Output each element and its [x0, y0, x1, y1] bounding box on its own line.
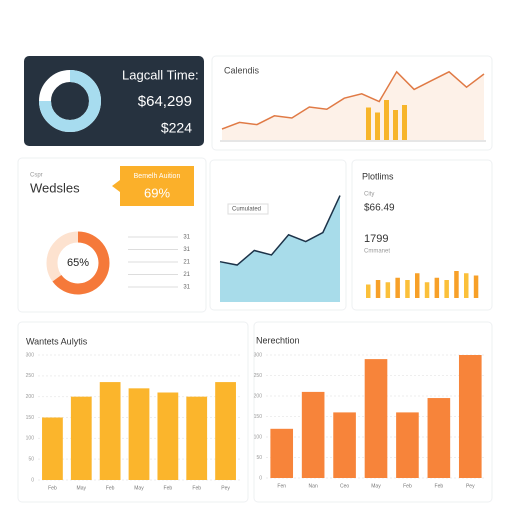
x-tick-label: Feb — [192, 485, 201, 491]
y-tick-label: 50 — [28, 456, 34, 462]
trend-title: Calendis — [224, 65, 260, 75]
callout-value: 69% — [144, 185, 170, 200]
y-tick-label: 300 — [26, 352, 35, 358]
bar — [402, 105, 407, 140]
x-tick-label: Ceo — [340, 483, 349, 489]
bar — [42, 417, 63, 480]
profit-count: 1799 — [364, 233, 388, 245]
bar — [464, 273, 469, 298]
bar — [424, 282, 430, 298]
bar — [434, 277, 440, 298]
x-tick-label: May — [134, 485, 144, 491]
x-tick-label: Feb — [106, 485, 115, 491]
x-tick-label: Feb — [48, 485, 57, 491]
y-tick-label: 50 — [256, 455, 262, 461]
bar — [384, 100, 389, 140]
weekly-label: Cspr — [30, 173, 43, 179]
bar — [364, 359, 388, 478]
trend-area — [222, 71, 484, 140]
bar — [270, 428, 294, 478]
profit-value: $66.49 — [364, 203, 395, 214]
callout — [112, 166, 194, 206]
x-tick-label: Fen — [277, 483, 286, 489]
donut-arc — [52, 231, 110, 295]
profit-label: City — [364, 192, 374, 198]
area-label: Cumulated — [232, 207, 261, 213]
weekly-title: Wedsles — [30, 180, 80, 195]
area-legend — [227, 203, 269, 215]
bar — [393, 110, 398, 140]
list-value: 21 — [183, 260, 190, 266]
list-value: 31 — [183, 285, 190, 291]
donut-label: 65% — [67, 257, 89, 269]
callout-title: Bemelh Auition — [134, 173, 181, 180]
x-tick-label: Feb — [164, 485, 173, 491]
x-tick-label: May — [77, 485, 87, 491]
trend-line — [221, 70, 485, 130]
area-fill — [220, 195, 340, 302]
x-tick-label: Feb — [435, 483, 444, 489]
bar — [186, 396, 208, 480]
bar — [366, 284, 371, 298]
y-tick-label: 250 — [26, 373, 35, 379]
y-tick-label: 0 — [259, 475, 262, 481]
donut-arc — [39, 70, 101, 132]
bar — [473, 275, 479, 298]
profit-title: Plotlims — [362, 171, 394, 181]
bar — [396, 412, 419, 478]
bar — [128, 388, 150, 480]
bar — [215, 382, 236, 480]
x-tick-label: Pey — [466, 483, 475, 489]
bar — [444, 280, 449, 298]
bar — [415, 273, 420, 298]
bar — [385, 282, 391, 298]
y-tick-label: 150 — [254, 414, 263, 420]
y-tick-label: 200 — [254, 393, 263, 399]
summary-title: Lagcall Time: — [122, 67, 199, 82]
bar — [458, 355, 482, 478]
x-tick-label: Pey — [221, 485, 230, 491]
bar — [70, 396, 92, 480]
area-line — [219, 195, 341, 266]
bar — [366, 107, 371, 140]
bar — [301, 391, 325, 478]
x-tick-label: Nan — [309, 483, 318, 489]
list-value: 31 — [183, 235, 190, 241]
y-tick-label: 150 — [26, 415, 35, 421]
bar — [454, 271, 459, 298]
profit-count-label: Cmmanet — [364, 249, 390, 255]
summary-subvalue: $224 — [161, 120, 192, 136]
bar — [157, 392, 179, 480]
y-tick-label: 100 — [26, 436, 35, 442]
bar — [405, 280, 410, 298]
x-tick-label: Feb — [403, 483, 412, 489]
bar — [333, 412, 356, 478]
list-value: 31 — [183, 247, 190, 253]
chart-title: Nerechtion — [256, 335, 300, 345]
y-tick-label: 200 — [26, 394, 35, 400]
summary-value: $64,299 — [138, 93, 192, 110]
bar — [375, 280, 381, 298]
list-value: 21 — [183, 272, 190, 278]
bar — [395, 277, 400, 298]
bar — [99, 382, 121, 480]
x-tick-label: May — [371, 483, 381, 489]
y-tick-label: 300 — [254, 352, 263, 358]
bar — [427, 398, 451, 478]
y-tick-label: 250 — [254, 373, 263, 379]
y-tick-label: 100 — [254, 434, 263, 440]
chart-title: Wantets Aulytis — [26, 336, 88, 346]
bar — [375, 112, 380, 140]
y-tick-label: 0 — [31, 477, 34, 483]
